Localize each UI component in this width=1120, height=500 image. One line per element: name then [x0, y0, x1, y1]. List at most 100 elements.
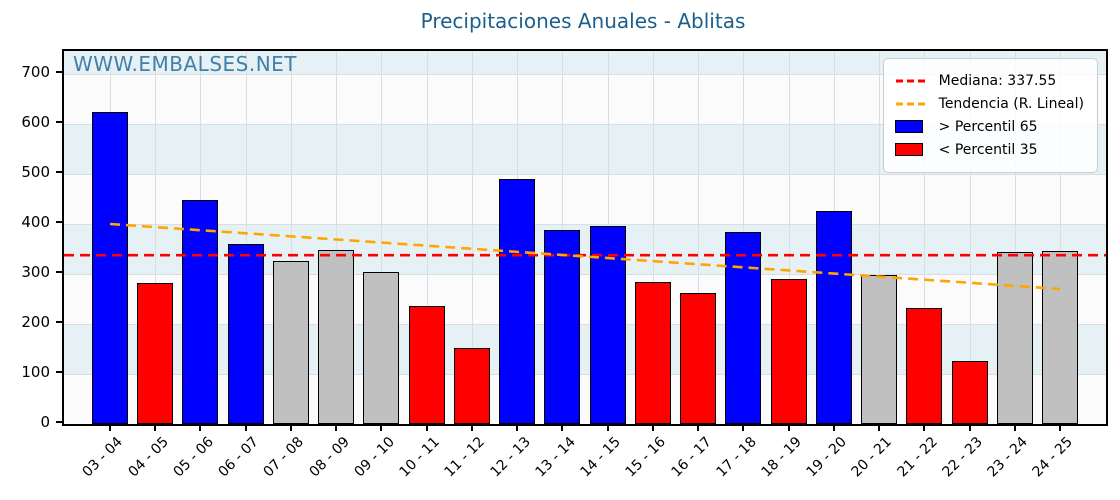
h-gridline	[64, 324, 1106, 325]
x-tick-mark	[335, 426, 338, 431]
h-gridline	[64, 74, 1106, 75]
y-tick-mark	[56, 221, 62, 223]
h-gridline	[64, 274, 1106, 275]
bar-22-23	[951, 360, 988, 424]
legend: Mediana: 337.55 Tendencia (R. Lineal) > Pe…	[882, 58, 1098, 173]
v-gridline	[471, 51, 473, 424]
x-tick-label: 23 - 24	[984, 434, 1032, 481]
x-tick-mark	[742, 426, 745, 431]
x-tick-label: 18 - 19	[758, 434, 805, 481]
background-band	[64, 51, 1106, 74]
bar-15-16	[634, 281, 671, 424]
v-gridline	[1060, 51, 1061, 424]
x-tick-label: 10 - 11	[396, 434, 443, 481]
x-tick-mark	[923, 426, 926, 431]
x-tick-mark	[1059, 426, 1061, 431]
x-tick-label: 06 - 07	[215, 434, 263, 481]
legend-label: Mediana: 337.55	[938, 73, 1057, 89]
x-tick-mark	[561, 426, 564, 431]
x-tick-mark	[289, 426, 292, 431]
x-tick-label: 17 - 18	[713, 434, 760, 481]
bar-18-19	[770, 279, 807, 424]
v-gridline	[788, 51, 790, 424]
v-gridline	[969, 51, 971, 424]
x-tick-mark	[380, 426, 383, 431]
watermark: WWW.EMBALSES.NET	[73, 52, 298, 76]
bar-03-04	[92, 111, 128, 424]
x-tick-label: 07 - 08	[260, 434, 308, 481]
v-gridline	[155, 51, 157, 424]
x-tick-mark	[697, 426, 700, 431]
bar-23-24	[996, 252, 1033, 424]
x-tick-label: 03 - 04	[79, 434, 127, 481]
bar-10-11	[408, 306, 445, 424]
y-tick-mark	[56, 421, 62, 423]
x-tick-mark	[154, 426, 157, 431]
x-tick-mark	[606, 426, 609, 431]
bar-11-12	[453, 347, 490, 424]
y-tick-label: 400	[21, 213, 50, 231]
bar-13-14	[544, 229, 581, 424]
legend-item: > Percentil 65	[894, 117, 1084, 137]
bar-05-06	[182, 200, 219, 424]
v-gridline	[924, 51, 926, 424]
legend-dash-icon	[895, 96, 926, 112]
v-gridline	[381, 51, 383, 424]
legend-label: < Percentil 35	[938, 142, 1038, 158]
v-gridline	[879, 51, 881, 424]
legend-item: Tendencia (R. Lineal)	[895, 94, 1084, 114]
x-tick-label: 11 - 12	[441, 434, 489, 481]
bar-06-07	[227, 244, 264, 424]
bar-04-05	[137, 283, 174, 424]
legend-dash-icon	[895, 73, 926, 89]
bar-19-20	[815, 210, 852, 424]
y-tick-label: 100	[21, 363, 50, 381]
x-tick-label: 05 - 06	[170, 434, 217, 481]
legend-swatch-icon	[894, 119, 926, 135]
v-gridline	[1014, 51, 1016, 424]
y-tick-mark	[56, 71, 62, 73]
x-tick-mark	[787, 426, 790, 431]
x-tick-label: 15 - 16	[622, 434, 670, 481]
x-tick-mark	[425, 426, 428, 431]
x-tick-mark	[1013, 426, 1016, 431]
x-tick-mark	[470, 426, 473, 431]
bar-24-25	[1042, 250, 1078, 424]
bar-07-08	[272, 261, 309, 424]
bar-08-09	[318, 250, 355, 424]
x-tick-label: 14 - 15	[577, 434, 624, 481]
legend-item: < Percentil 35	[894, 140, 1084, 160]
y-tick-label: 200	[21, 313, 50, 331]
chart-title: Precipitaciones Anuales - Ablitas	[420, 9, 746, 33]
x-tick-mark	[878, 426, 881, 431]
plot-area: WWW.EMBALSES.NET Mediana: 337.55 Tendenci…	[62, 49, 1108, 426]
legend-swatch-icon	[894, 142, 926, 158]
y-tick-mark	[56, 321, 62, 323]
legend-label: > Percentil 65	[938, 119, 1038, 135]
h-gridline	[64, 174, 1106, 175]
x-tick-label: 21 - 22	[894, 434, 941, 481]
x-tick-mark	[516, 426, 519, 431]
legend-label: Tendencia (R. Lineal)	[938, 96, 1084, 112]
x-tick-label: 16 - 17	[668, 434, 715, 481]
y-tick-mark	[56, 171, 62, 173]
h-gridline	[64, 224, 1106, 225]
x-tick-mark	[244, 426, 247, 431]
x-tick-label: 13 - 14	[532, 434, 579, 481]
trend-line	[109, 222, 1061, 291]
v-gridline	[652, 51, 654, 424]
v-gridline	[245, 51, 247, 424]
x-tick-label: 09 - 10	[351, 434, 398, 481]
x-tick-label: 20 - 21	[848, 434, 896, 481]
y-tick-mark	[56, 271, 62, 273]
bar-12-13	[499, 179, 536, 424]
y-tick-label: 300	[21, 263, 50, 281]
h-gridline	[64, 374, 1106, 375]
h-gridline	[64, 124, 1106, 125]
x-tick-mark	[832, 426, 835, 431]
bar-16-17	[680, 293, 717, 424]
x-tick-mark	[651, 426, 654, 431]
y-tick-label: 700	[21, 63, 50, 81]
x-tick-mark	[199, 426, 202, 431]
